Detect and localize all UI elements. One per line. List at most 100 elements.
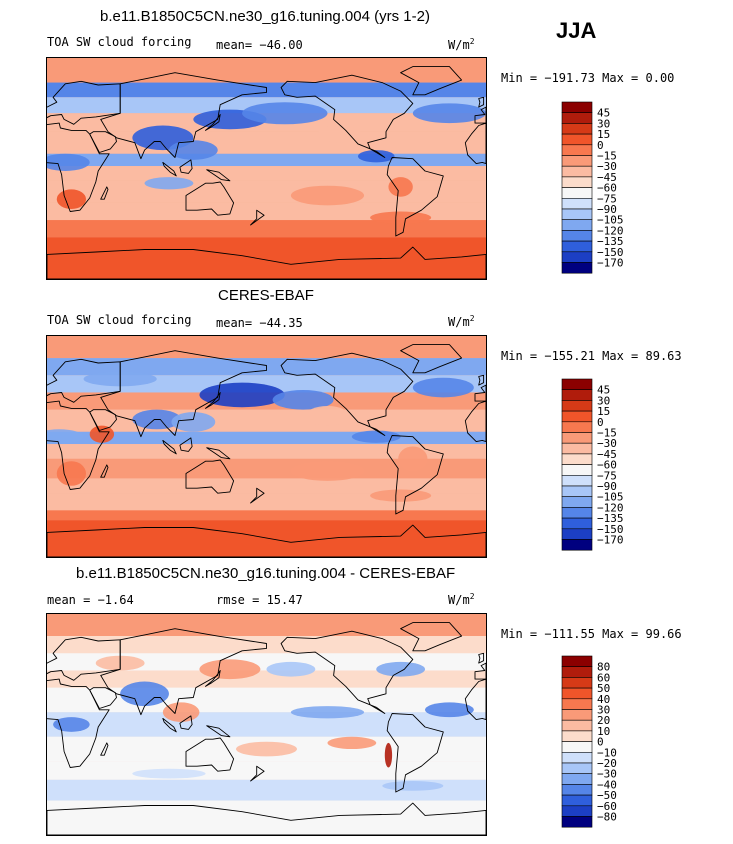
- colorbar-label: 80: [597, 661, 610, 674]
- field-blob: [47, 153, 90, 171]
- coastline-sumatra: [162, 161, 177, 177]
- colorbar-label: −135: [597, 235, 624, 248]
- coastline-nz: [250, 487, 265, 504]
- coastline-europeW: [474, 384, 486, 402]
- colorbar-swatch: [561, 262, 593, 274]
- colorbar-swatch: [561, 741, 593, 753]
- colorbar-swatch: [561, 719, 593, 732]
- coastline-antarctica: [47, 802, 486, 835]
- colorbar-swatch: [561, 198, 593, 210]
- colorbar-label: −40: [597, 778, 617, 791]
- colorbar-label: −45: [597, 171, 617, 184]
- colorbar-swatch: [561, 144, 593, 156]
- coastline-samerica: [386, 435, 444, 515]
- colorbar-label: −170: [597, 257, 624, 270]
- colorbar-swatch: [561, 528, 593, 540]
- season-label: JJA: [556, 18, 597, 43]
- panel-2-minmax: Min = −155.21 Max = 89.63: [501, 349, 682, 363]
- colorbar-swatch: [561, 752, 593, 764]
- field-band: [47, 336, 486, 359]
- colorbar-swatch: [561, 709, 593, 721]
- colorbar-label: −150: [597, 523, 624, 536]
- colorbar-label: 60: [597, 671, 610, 684]
- field-blob: [327, 736, 377, 750]
- colorbar-label: −75: [597, 192, 617, 205]
- field-band: [47, 478, 486, 494]
- colorbar-label: −75: [597, 469, 617, 482]
- panel-1-title: b.e11.B1850C5CN.ne30_g16.tuning.004 (yrs…: [100, 8, 430, 25]
- coastline-japan: [205, 392, 221, 409]
- field-band: [47, 510, 486, 521]
- coastline-australia: [185, 181, 235, 216]
- panel-1-units: W/m2: [448, 37, 475, 52]
- field-blob: [199, 659, 261, 680]
- colorbar-label: −150: [597, 246, 624, 259]
- colorbar-swatch: [561, 176, 593, 188]
- colorbar-swatch: [561, 762, 593, 774]
- field-band: [47, 779, 486, 801]
- colorbar-swatch: [561, 730, 593, 742]
- coastline-arabia: [89, 409, 117, 431]
- colorbar-label: 0: [597, 416, 604, 429]
- colorbar-swatch: [561, 485, 593, 497]
- panel-2-title: CERES-EBAF: [218, 287, 314, 304]
- field-blob: [357, 150, 395, 163]
- field-blob: [370, 211, 432, 224]
- coastline-borneo: [179, 159, 193, 174]
- field-band: [47, 712, 486, 737]
- field-band: [47, 653, 486, 671]
- coastline-nz: [250, 765, 265, 782]
- colorbar-swatch: [561, 496, 593, 508]
- colorbar-swatch: [561, 219, 593, 231]
- colorbar-swatch: [561, 666, 593, 678]
- colorbar-swatch: [561, 389, 593, 401]
- field-blob: [388, 177, 413, 197]
- coastline-europeW: [474, 662, 486, 680]
- field-blob: [351, 430, 401, 443]
- panel-3-colorbar: 80 60 50 40 30 20 10 0 −10 −20 −30 −40 −50 −60 −80: [561, 655, 642, 828]
- colorbar-swatch: [561, 784, 593, 796]
- colorbar-swatch: [561, 123, 593, 135]
- colorbar-swatch: [561, 432, 593, 444]
- colorbar-swatch: [561, 464, 593, 476]
- colorbar-label: 0: [597, 139, 604, 152]
- field-blob: [168, 140, 218, 160]
- colorbar-label: 30: [597, 117, 610, 130]
- colorbar-label: −120: [597, 501, 624, 514]
- colorbar-swatch: [561, 251, 593, 263]
- colorbar-label: 45: [597, 384, 610, 397]
- field-band: [47, 761, 486, 780]
- colorbar-swatch: [561, 421, 593, 433]
- colorbar-label: 20: [597, 714, 610, 727]
- colorbar-swatch: [561, 230, 593, 242]
- field-blob: [242, 102, 328, 125]
- colorbar-label: 30: [597, 704, 610, 717]
- field-blob: [53, 717, 90, 732]
- colorbar-label: 50: [597, 682, 610, 695]
- coastline-europeW: [474, 106, 486, 124]
- field-blob: [290, 461, 365, 481]
- colorbar-label: −45: [597, 448, 617, 461]
- coastline-australia: [185, 459, 235, 494]
- colorbar-label: 10: [597, 725, 610, 738]
- panel-3-units: W/m2: [448, 592, 475, 607]
- panel-2-mean: mean= −44.35: [216, 316, 303, 330]
- field-blob: [290, 185, 365, 206]
- field-blob: [56, 461, 87, 486]
- colorbar-swatch: [561, 165, 593, 178]
- panel-3-minmax: Min = −111.55 Max = 99.66: [501, 627, 682, 641]
- colorbar-swatch: [561, 155, 593, 167]
- coastline-uk: [478, 652, 485, 664]
- colorbar-swatch: [561, 208, 593, 220]
- coastline-namerica: [280, 630, 414, 714]
- colorbar-label: 15: [597, 405, 610, 418]
- panel-3-mean: mean = −1.64: [47, 593, 134, 607]
- field-blob: [382, 780, 444, 791]
- field-band: [47, 220, 486, 238]
- coastline-antarctica: [47, 246, 486, 279]
- colorbar-label: 40: [597, 693, 610, 706]
- field-blob: [425, 702, 474, 718]
- colorbar-label: −60: [597, 459, 617, 472]
- coastline-africa: [47, 122, 110, 212]
- colorbar-label: −50: [597, 789, 617, 802]
